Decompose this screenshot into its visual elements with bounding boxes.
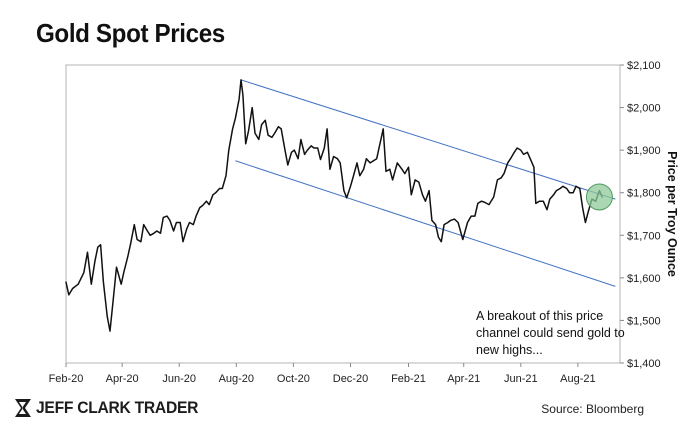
gold-price-line (65, 79, 603, 332)
x-tick-label: Aug-20 (219, 373, 254, 385)
x-axis: Feb-20 Apr-20 Jun-20 Aug-20 Oct-20 Dec-20 Feb-… (49, 363, 596, 385)
y-tick-label: $1,400 (627, 358, 661, 370)
y-tick-label: $1,500 (627, 315, 661, 327)
brand-name: JEFF CLARK TRADER (36, 398, 199, 417)
x-tick-label: Aug-21 (560, 373, 595, 385)
annotation-text: A breakout of this price channel could s… (476, 309, 625, 357)
y-tick-label: $1,700 (627, 230, 661, 242)
y-tick-label: $1,600 (627, 273, 661, 285)
x-tick-label: Dec-20 (333, 373, 368, 385)
source-note: Source: Bloomberg (541, 402, 644, 416)
chart-title: Gold Spot Prices (36, 18, 225, 48)
breakout-highlight (585, 183, 613, 211)
y-tick-label: $2,000 (627, 103, 661, 115)
x-tick-label: Jun-21 (504, 373, 538, 385)
x-tick-label: Apr-21 (447, 373, 480, 385)
upper-channel-line (240, 79, 616, 200)
jct-logo-icon (15, 399, 31, 417)
y-axis-label: Price per Troy Ounce (665, 151, 679, 277)
y-axis: $1,400 $1,500 $1,600 $1,700 $1,800 $1,900 $2,0… (620, 60, 661, 370)
breakout-highlight-circle (585, 183, 613, 211)
y-tick-label: $2,100 (627, 60, 661, 72)
y-tick-label: $1,900 (627, 145, 661, 157)
x-tick-label: Feb-20 (49, 373, 84, 385)
price-channel (235, 79, 616, 287)
brand-logo[interactable]: JEFF CLARK TRADER (14, 398, 212, 418)
x-tick-label: Apr-20 (106, 373, 139, 385)
plot-frame (65, 64, 621, 364)
y-tick-label: $1,800 (627, 188, 661, 200)
price-series (65, 79, 603, 332)
x-tick-label: Feb-21 (391, 373, 426, 385)
x-tick-label: Oct-20 (277, 373, 310, 385)
x-tick-label: Jun-20 (162, 373, 196, 385)
lower-channel-line (235, 160, 616, 287)
